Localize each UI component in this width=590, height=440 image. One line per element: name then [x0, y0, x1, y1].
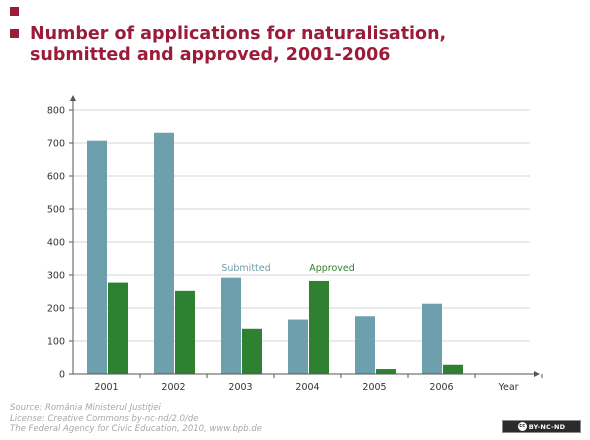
- x-tick-label: 2004: [295, 382, 319, 393]
- bar-chart: 0 100 200 300 400 500 600 700 800 2001 2002 2003 200…: [47, 95, 543, 393]
- bar-submitted-2005: [355, 316, 375, 374]
- x-tick-label: 2005: [362, 382, 386, 393]
- y-tick-label: 100: [47, 337, 65, 348]
- license-text: License: Creative Commons by-nc-nd/2.0/d…: [10, 413, 199, 424]
- x-tick-label: 2001: [94, 382, 118, 393]
- cc-license-badge[interactable]: cc BY-NC-ND: [502, 420, 581, 433]
- bar-approved-2005: [376, 369, 396, 374]
- bar-submitted-2003: [221, 277, 241, 374]
- bar-approved-2003: [242, 328, 262, 374]
- y-tick-label: 0: [59, 370, 65, 381]
- legend-submitted-label: Submitted: [221, 263, 270, 274]
- y-tick-label: 600: [47, 172, 65, 183]
- bar-submitted-2004: [288, 319, 308, 374]
- bar-submitted-2002: [154, 132, 174, 374]
- cc-icon: cc: [517, 422, 527, 431]
- bar-approved-2001: [108, 282, 128, 374]
- y-tick-label: 800: [47, 106, 65, 117]
- y-tick-label: 300: [47, 271, 65, 282]
- y-tick-label: 700: [47, 139, 65, 150]
- title-marker-square: [10, 7, 19, 16]
- source-text: Source: România Ministerul Justiţiei: [10, 403, 161, 413]
- y-axis-arrow: [70, 95, 76, 101]
- bar-approved-2002: [175, 290, 195, 374]
- bar-submitted-2006: [422, 303, 442, 374]
- footer: Source: România Ministerul Justiţiei Lic…: [10, 403, 262, 435]
- legend-approved-label: Approved: [309, 263, 355, 274]
- bar-approved-2006: [443, 364, 463, 374]
- x-tick-label: 2003: [228, 382, 252, 393]
- bar-submitted-2001: [87, 140, 107, 374]
- publisher-text: The Federal Agency for Civic Education, …: [10, 424, 262, 434]
- x-tick-label: 2002: [161, 382, 185, 393]
- title-marker-square: [10, 29, 19, 38]
- x-axis-title: Year: [497, 382, 518, 393]
- x-tick-label: 2006: [429, 382, 453, 393]
- y-tick-label: 500: [47, 205, 65, 216]
- y-tick-label: 400: [47, 238, 65, 249]
- cc-badge-text: BY-NC-ND: [528, 422, 566, 431]
- y-tick-label: 200: [47, 304, 65, 315]
- chart-title: Number of applications for naturalisatio…: [30, 24, 447, 65]
- x-axis-arrow: [534, 371, 540, 377]
- bar-approved-2004: [309, 280, 329, 374]
